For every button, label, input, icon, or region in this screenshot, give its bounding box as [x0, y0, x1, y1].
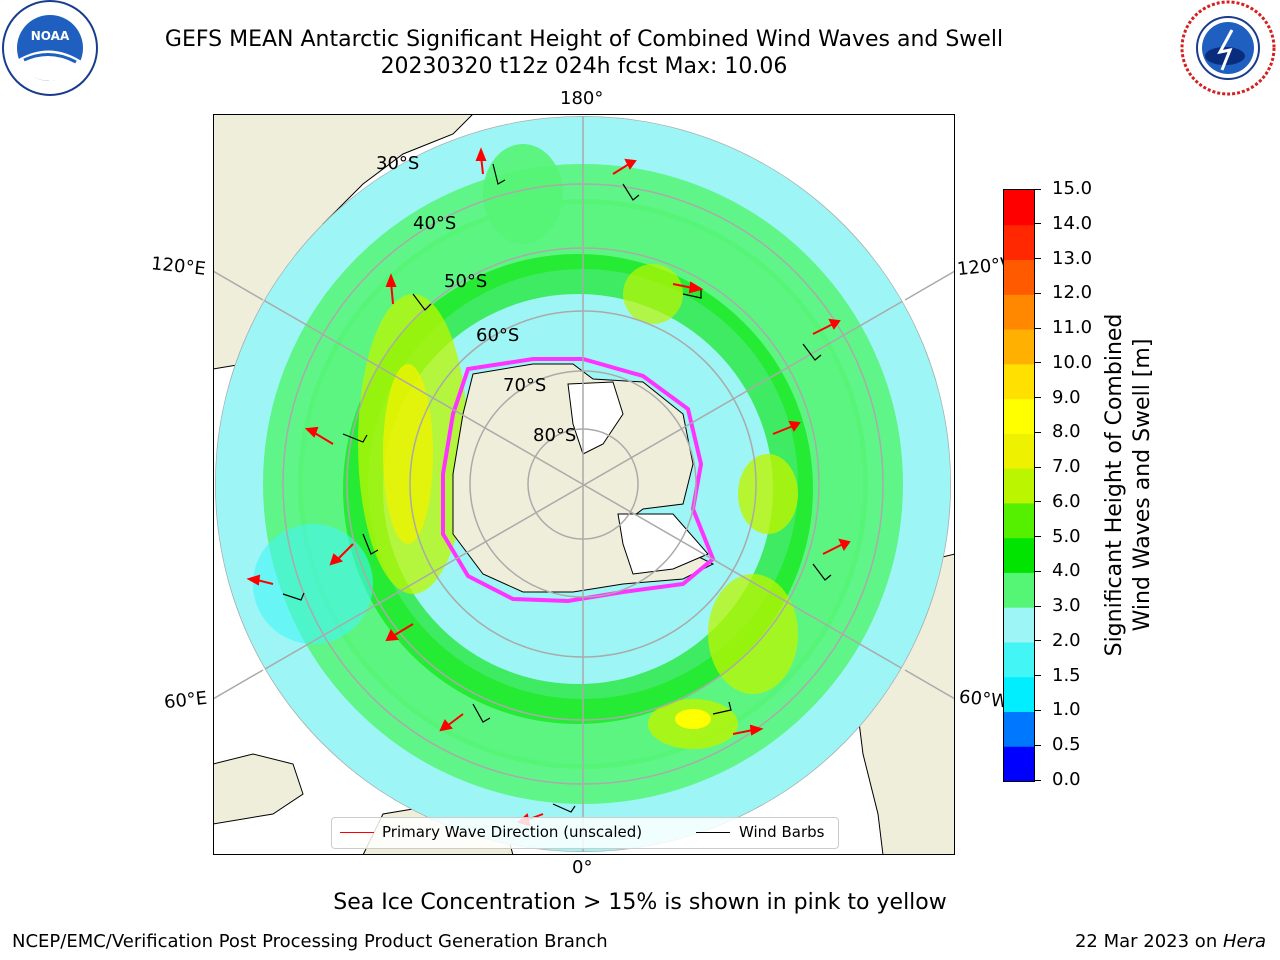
- chart-title: GEFS MEAN Antarctic Significant Height o…: [164, 27, 1004, 52]
- chart-subtitle: 20230320 t12z 024h fcst Max: 10.06: [380, 54, 788, 79]
- colorbar-band: [1004, 329, 1034, 365]
- footer-host: Hera: [1222, 931, 1266, 952]
- colorbar-band: [1004, 676, 1034, 712]
- colorbar-tick-mark: [1034, 536, 1041, 538]
- footer-date-text: 22 Mar 2023 on: [1074, 931, 1223, 952]
- lat-label-40s: 40°S: [413, 213, 457, 234]
- colorbar-label: Significant Height of Combined Wind Wave…: [1101, 314, 1157, 657]
- colorbar-label-line1: Significant Height of Combined: [1102, 313, 1127, 657]
- colorbar-tick-mark: [1034, 223, 1041, 225]
- map-panel: [212, 113, 956, 856]
- footer-date: 22 Mar 2023 on Hera: [1075, 931, 1266, 952]
- colorbar-tick-mark: [1034, 258, 1041, 260]
- colorbar-band: [1004, 190, 1034, 226]
- sea-ice-note: Sea Ice Concentration > 15% is shown in …: [333, 890, 947, 915]
- colorbar-tick-mark: [1034, 744, 1041, 746]
- colorbar-band: [1004, 363, 1034, 400]
- colorbar-band: [1004, 259, 1034, 295]
- colorbar-tick-label: 15.0: [1052, 178, 1093, 199]
- colorbar-tick-label: 2.0: [1052, 629, 1081, 651]
- lon-label-top: 180°: [560, 88, 604, 109]
- colorbar-band: [1004, 572, 1034, 608]
- lat-label-60s: 60°S: [476, 325, 520, 346]
- lat-label-50s: 50°S: [444, 271, 488, 292]
- colorbar-tick-label: 12.0: [1052, 282, 1093, 304]
- footer-branch: NCEP/EMC/Verification Post Processing Pr…: [12, 931, 608, 952]
- colorbar-band: [1004, 398, 1034, 434]
- colorbar-tick-mark: [1034, 605, 1041, 607]
- wave-direction-label: Primary Wave Direction (unscaled): [382, 823, 643, 841]
- colorbar-band: [1004, 537, 1034, 573]
- nws-logo: [1176, 0, 1280, 108]
- colorbar-band: [1004, 294, 1034, 330]
- colorbar-bands: [1004, 190, 1034, 781]
- colorbar-band: [1004, 433, 1034, 469]
- colorbar-band: [1004, 746, 1034, 781]
- map-frame: [213, 114, 955, 855]
- colorbar-band: [1004, 468, 1034, 504]
- map-legend: Primary Wave Direction (unscaled) Wind B…: [331, 817, 839, 849]
- wind-barbs-label: Wind Barbs: [739, 823, 825, 841]
- colorbar-tick-label: 1.0: [1052, 699, 1081, 721]
- colorbar-tick-label: 5.0: [1052, 525, 1081, 547]
- colorbar-tick-label: 13.0: [1052, 247, 1093, 269]
- colorbar-tick-label: 3.0: [1052, 595, 1081, 617]
- lat-label-30s: 30°S: [376, 153, 420, 174]
- lon-label-lower-right: 60°W: [958, 686, 1010, 713]
- lon-label-lower-left: 60°E: [163, 687, 209, 714]
- colorbar-tick-mark: [1034, 640, 1041, 642]
- colorbar-tick-mark: [1034, 188, 1041, 190]
- colorbar-tick-label: 0.5: [1052, 734, 1081, 756]
- lon-label-bottom: 0°: [572, 857, 593, 878]
- colorbar-band: [1004, 502, 1034, 539]
- colorbar-band: [1004, 224, 1034, 261]
- colorbar-tick-mark: [1034, 501, 1041, 503]
- noaa-logo-text: NOAA: [31, 29, 70, 43]
- polar-map: [212, 113, 956, 856]
- colorbar-tick-mark: [1034, 327, 1041, 329]
- colorbar-tick-mark: [1034, 292, 1041, 294]
- colorbar-tick-mark: [1034, 397, 1041, 399]
- colorbar: [1003, 189, 1035, 782]
- noaa-logo: NOAA: [0, 0, 104, 108]
- weddell-ice: [617, 513, 709, 575]
- colorbar-tick-mark: [1034, 779, 1041, 781]
- lat-label-80s: 80°S: [533, 425, 577, 446]
- ross-ice-shelf: [567, 381, 624, 455]
- wind-barbs-swatch: [696, 832, 730, 833]
- colorbar-tick-label: 8.0: [1052, 421, 1081, 443]
- sea-ice-edge: [441, 357, 716, 604]
- colorbar-tick-mark: [1034, 466, 1041, 468]
- colorbar-tick-label: 6.0: [1052, 490, 1081, 512]
- colorbar-tick-label: 0.0: [1052, 769, 1081, 790]
- colorbar-tick-label: 1.5: [1052, 664, 1081, 686]
- lon-label-upper-left: 120°E: [150, 253, 207, 280]
- colorbar-band: [1004, 607, 1034, 643]
- colorbar-label-line2: Wind Waves and Swell [m]: [1130, 338, 1155, 632]
- colorbar-tick-mark: [1034, 431, 1041, 433]
- colorbar-tick-label: 7.0: [1052, 456, 1081, 478]
- colorbar-tick-mark: [1034, 570, 1041, 572]
- colorbar-tick-mark: [1034, 362, 1041, 364]
- colorbar-band: [1004, 711, 1034, 747]
- colorbar-tick-label: 9.0: [1052, 386, 1081, 408]
- colorbar-tick-label: 10.0: [1052, 351, 1093, 373]
- colorbar-tick-label: 14.0: [1052, 212, 1093, 234]
- wind-barbs: [282, 163, 832, 813]
- colorbar-tick-mark: [1034, 675, 1041, 677]
- wave-direction-swatch: [340, 832, 374, 833]
- colorbar-tick-mark: [1034, 709, 1041, 711]
- lat-label-70s: 70°S: [503, 375, 547, 396]
- colorbar-tick-label: 11.0: [1052, 317, 1093, 339]
- colorbar-tick-label: 4.0: [1052, 560, 1081, 582]
- wave-arrows: [246, 147, 851, 827]
- colorbar-band: [1004, 641, 1034, 678]
